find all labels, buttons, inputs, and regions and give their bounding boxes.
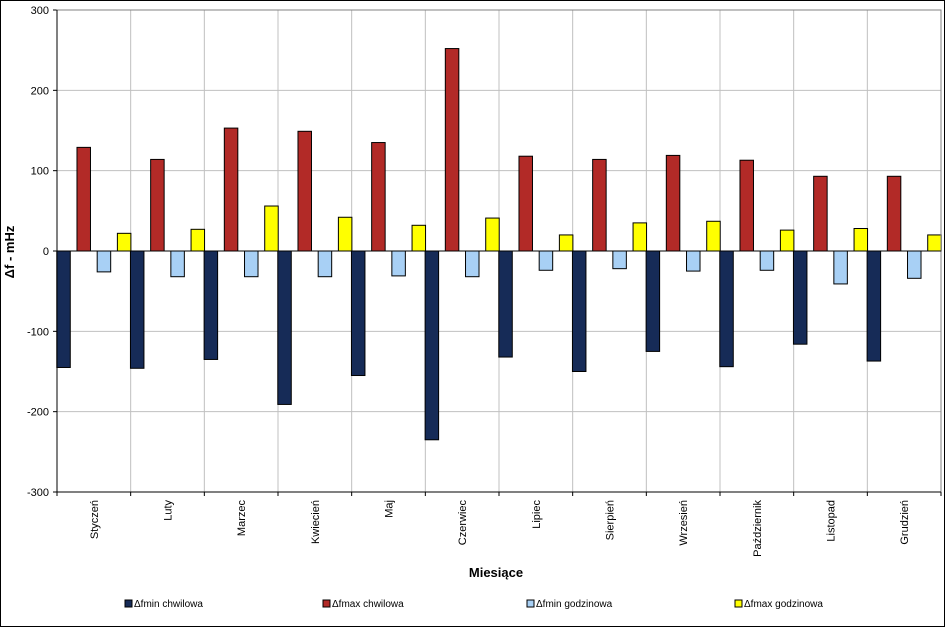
x-tick-label: Czerwiec [457,500,469,546]
y-axis-title: Δf - mHz [2,225,17,278]
bar [538,250,554,271]
bar [244,250,259,278]
bar [719,250,734,368]
bar [76,146,91,252]
bar [792,250,808,345]
bar [498,250,513,358]
y-tick-label: 200 [31,85,49,97]
bar [223,127,239,252]
bar [612,250,627,270]
bar [337,216,353,252]
bar [96,250,112,273]
bar [853,228,869,252]
bar [833,250,848,285]
bar [444,48,460,252]
bar [465,250,480,278]
bar [411,224,427,252]
bar [779,229,795,252]
x-tick-label: Maj [384,500,396,518]
x-tick-label: Styczeń [89,500,101,539]
x-tick-label: Luty [163,500,175,521]
bar [424,250,440,441]
x-tick-label: Grudzień [899,500,911,545]
y-tick-label: 300 [31,5,49,17]
bar [759,250,775,271]
bar [56,250,71,368]
y-tick-label: 100 [31,166,49,178]
x-tick-label: Sierpień [605,500,617,540]
bar [645,250,661,352]
bar [739,159,754,252]
bar [665,154,681,252]
x-axis-title: Miesiące [469,565,523,580]
bar [518,155,533,252]
legend: Δfmin chwilowa Δfmax chwilowa Δfmin godzin… [124,599,823,610]
bar [150,158,165,252]
bar [297,130,312,252]
bar [485,217,500,252]
bar [264,205,279,252]
legend-swatch [124,599,133,608]
bar [203,250,219,360]
bar [277,250,292,405]
x-tick-label: Kwiecień [310,500,322,544]
legend-label: Δfmin chwilowa [134,599,203,610]
bar [190,228,206,252]
bar [317,250,333,278]
x-tick-label: Marzec [236,500,248,537]
legend-label: Δfmax chwilowa [332,599,404,610]
legend-item: Δfmin chwilowa [124,599,203,610]
y-tick-label: -100 [27,326,49,338]
bar [706,220,721,252]
legend-swatch [322,599,331,608]
x-tick-label: Wrzesień [678,500,690,546]
legend-swatch [526,599,535,608]
legend-label: Δfmax godzinowa [744,599,823,610]
y-tick-label: 0 [43,246,49,258]
legend-item: Δfmax godzinowa [734,599,823,610]
y-tick-labels: -300 -200 -100 0 100 200 300 [27,5,49,499]
legend-item: Δfmin godzinowa [526,599,613,610]
legend-label: Δfmin godzinowa [536,599,613,610]
y-tick-label: -200 [27,407,49,419]
bar [886,175,902,252]
bar [170,250,185,278]
x-tick-label: Lipiec [531,500,543,529]
bar [558,234,574,252]
bar [371,142,386,252]
x-tick-labels: Styczeń Luty Marzec Kwiecień Maj Czerwiec Lipi… [89,500,911,557]
y-tick-label: -300 [27,487,49,499]
bar [116,232,132,252]
bar [632,222,648,252]
bar [592,158,607,252]
legend-item: Δfmax chwilowa [322,599,404,610]
legend-swatch [734,599,743,608]
bar [813,175,828,252]
bar [391,250,406,277]
bar [350,250,366,377]
bar [571,250,587,372]
bar [129,250,145,369]
bar [686,250,701,272]
bar [866,250,882,362]
bar [927,234,942,252]
x-tick-label: Październik [752,500,764,557]
axes [53,9,942,496]
bar [907,250,922,279]
x-tick-label: Listopad [826,500,838,542]
